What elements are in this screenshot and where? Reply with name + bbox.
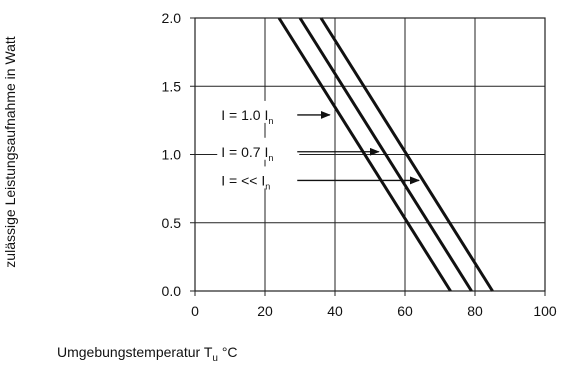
annotation-label-1: I = 1.0 In — [221, 107, 273, 126]
series-line-3 — [319, 17, 494, 292]
y-tick-label: 1.0 — [162, 147, 182, 163]
y-tick-label: 2.0 — [162, 10, 182, 26]
series-line-1 — [277, 17, 452, 292]
x-tick-label: 20 — [257, 303, 273, 319]
x-tick-label: 100 — [533, 303, 557, 319]
y-axis-title: zulässige Leistungsaufnahme in Watt — [2, 36, 18, 268]
series-line-2 — [298, 17, 473, 292]
plot-frame — [194, 17, 546, 292]
y-tick-label: 1.5 — [162, 78, 182, 94]
x-tick-label: 80 — [467, 303, 483, 319]
annotation-background — [217, 137, 300, 160]
y-tick-label: 0.5 — [162, 215, 182, 231]
annotation-label-3: I = << In — [221, 172, 270, 191]
annotation-label-2: I = 0.7 In — [221, 144, 273, 163]
annotation-background — [217, 100, 300, 123]
y-tick-label: 0.0 — [162, 283, 182, 299]
x-axis-title: Umgebungstemperatur Tu °C — [57, 344, 238, 364]
x-tick-label: 0 — [191, 303, 199, 319]
annotation-background — [217, 166, 300, 189]
x-tick-label: 60 — [397, 303, 413, 319]
x-tick-label: 40 — [327, 303, 343, 319]
